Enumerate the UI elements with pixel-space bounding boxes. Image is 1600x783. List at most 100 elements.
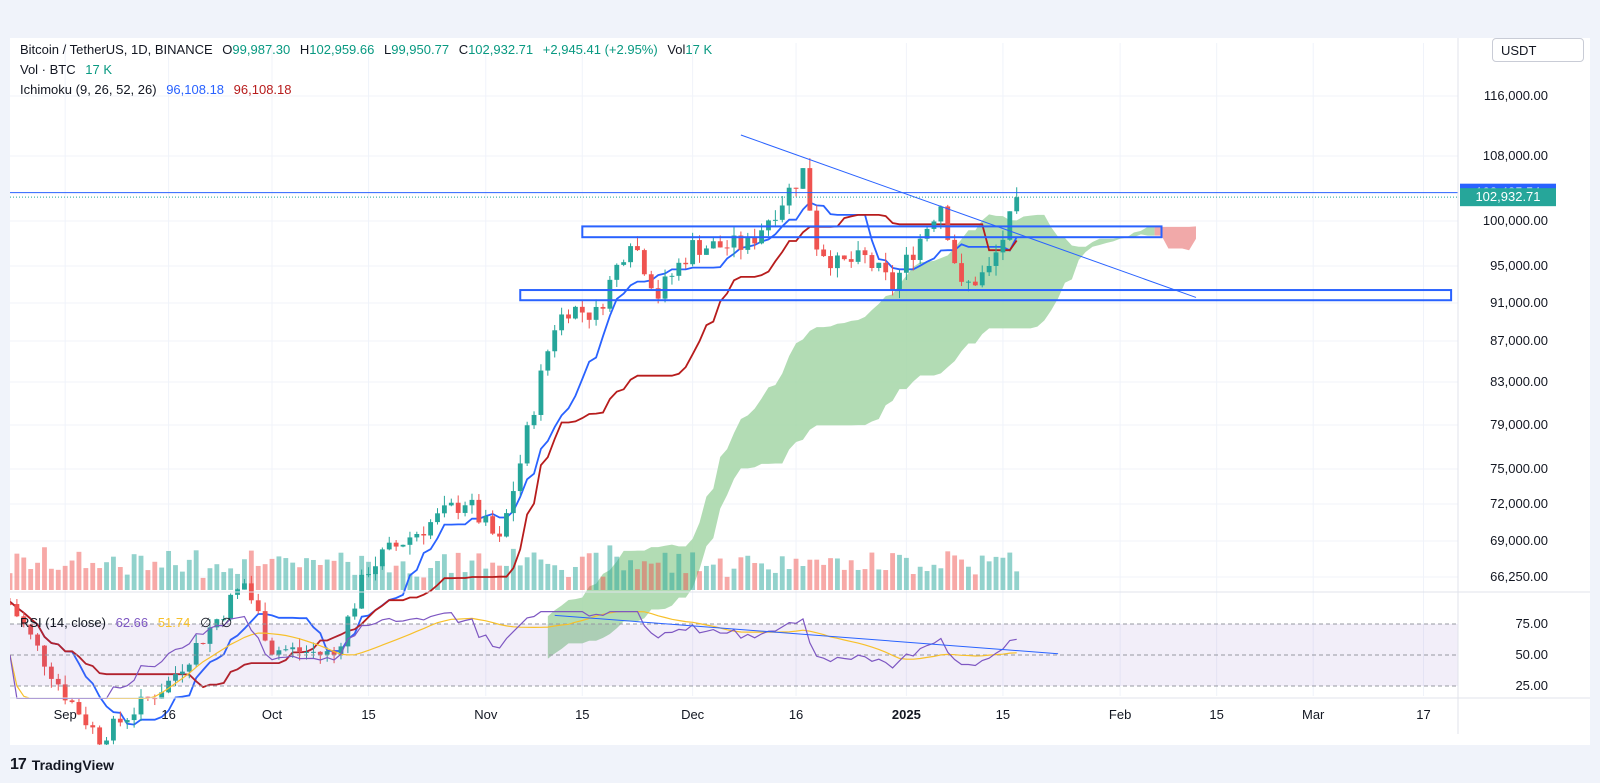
candle-body xyxy=(869,255,875,268)
volume-bar xyxy=(435,560,440,590)
time-tick-label: Feb xyxy=(1109,707,1131,722)
volume-bar xyxy=(1000,557,1006,590)
candle-body xyxy=(14,604,20,617)
volume-bar xyxy=(331,560,337,590)
low-label: L xyxy=(383,42,392,57)
volume-bar xyxy=(462,572,468,590)
candle-body xyxy=(435,513,440,523)
vol-value: 17 K xyxy=(685,42,713,57)
volume-bar xyxy=(779,556,785,590)
volume-bar xyxy=(207,568,213,590)
candle-body xyxy=(366,574,371,576)
candle-body xyxy=(731,235,737,248)
change-value: +2,945.41 (+2.95%) xyxy=(542,42,658,57)
volume-bar xyxy=(869,552,875,590)
time-tick-label: Oct xyxy=(262,707,283,722)
price-tick-label: 79,000.00 xyxy=(1490,417,1548,432)
currency-unit-button[interactable]: USDT xyxy=(1492,38,1584,62)
volume-bar xyxy=(186,559,192,590)
rsi-pane xyxy=(10,591,1590,699)
candle-body xyxy=(559,314,565,331)
candle-body xyxy=(931,221,937,229)
candle-body xyxy=(124,720,130,723)
volume-bar xyxy=(524,557,530,590)
volume-bar xyxy=(324,559,330,590)
volume-bar xyxy=(124,574,130,590)
volume-bar xyxy=(414,576,420,590)
candle-body xyxy=(607,279,613,309)
candle-body xyxy=(828,256,833,269)
symbol-legend: Bitcoin / TetherUS, 1D, BINANCE O99,987.… xyxy=(20,42,718,57)
cloud-bearish xyxy=(1154,226,1196,251)
volume-bar xyxy=(745,555,751,590)
volume-bar xyxy=(635,569,640,590)
price-chart[interactable]: 116,000.00 108,000.00 100,000.00 95,000.00 9… xyxy=(10,38,1590,745)
grid xyxy=(10,43,1458,696)
open-value: 99,987.30 xyxy=(232,42,291,57)
tradingview-brand[interactable]: 17 TradingView xyxy=(10,756,114,774)
volume-bar xyxy=(814,559,820,590)
candle-body xyxy=(90,725,96,728)
volume-bar xyxy=(248,550,254,590)
support-zone xyxy=(581,225,1163,239)
volume-bar xyxy=(841,569,847,590)
candle-body xyxy=(662,276,668,299)
volume-bar xyxy=(283,558,289,590)
candle-body xyxy=(986,265,992,273)
rsi-legend-v2: 51.74 xyxy=(157,615,191,630)
candle-body xyxy=(635,246,640,251)
candle-body xyxy=(469,499,475,506)
volume-bar xyxy=(566,576,571,590)
volume-bar xyxy=(35,562,40,590)
volume-bar xyxy=(304,558,309,590)
volume-bar xyxy=(800,566,806,590)
candle-body xyxy=(690,240,696,265)
candle-body xyxy=(586,312,592,320)
candle-body xyxy=(614,264,620,280)
volume-bar xyxy=(145,570,151,590)
candle-body xyxy=(552,330,558,352)
candle-body xyxy=(407,537,413,545)
candle-body xyxy=(745,237,751,250)
candle-body xyxy=(35,634,40,646)
volume-bar xyxy=(235,573,240,590)
support-zone xyxy=(519,289,1453,302)
time-tick-label: Sep xyxy=(54,707,77,722)
candle-body xyxy=(800,168,806,189)
candle-body xyxy=(966,281,971,283)
volume-bar xyxy=(179,571,185,590)
candle-body xyxy=(897,272,902,290)
volume-legend-label: Vol · BTC xyxy=(20,62,76,77)
candle-body xyxy=(179,671,185,675)
volume-bar xyxy=(793,558,799,590)
volume-bar xyxy=(310,559,316,590)
time-tick-label: 16 xyxy=(161,707,175,722)
time-tick-label: Dec xyxy=(681,707,705,722)
volume-bar xyxy=(924,571,930,590)
rsi-legend-n1: ∅ xyxy=(199,615,212,630)
volume-bar xyxy=(83,568,89,590)
price-tick-label: 91,000.00 xyxy=(1490,295,1548,310)
candle-body xyxy=(200,643,206,645)
candle-body xyxy=(959,263,964,282)
volume-bar xyxy=(890,553,896,590)
vol-label: Vol xyxy=(667,42,686,57)
candle-body xyxy=(441,505,447,514)
volume-bar xyxy=(848,560,854,590)
candle-body xyxy=(138,696,144,715)
chart-frame[interactable]: 116,000.00 108,000.00 100,000.00 95,000.00 9… xyxy=(10,38,1590,745)
price-tick-label: 108,000.00 xyxy=(1483,148,1548,163)
volume-bar xyxy=(862,569,868,590)
candle-body xyxy=(290,647,296,650)
candle-body xyxy=(862,250,868,256)
candle-body xyxy=(352,608,358,617)
candle-body xyxy=(76,702,82,715)
time-tick-label: 16 xyxy=(789,707,803,722)
candle-body xyxy=(214,619,220,628)
volume-bar xyxy=(221,572,227,590)
volume-bar xyxy=(483,568,489,590)
volume-bar xyxy=(21,557,27,590)
candle-body xyxy=(641,250,647,275)
candle-body xyxy=(903,254,909,273)
ichimoku-legend-label: Ichimoku (9, 26, 52, 26) xyxy=(20,82,157,97)
